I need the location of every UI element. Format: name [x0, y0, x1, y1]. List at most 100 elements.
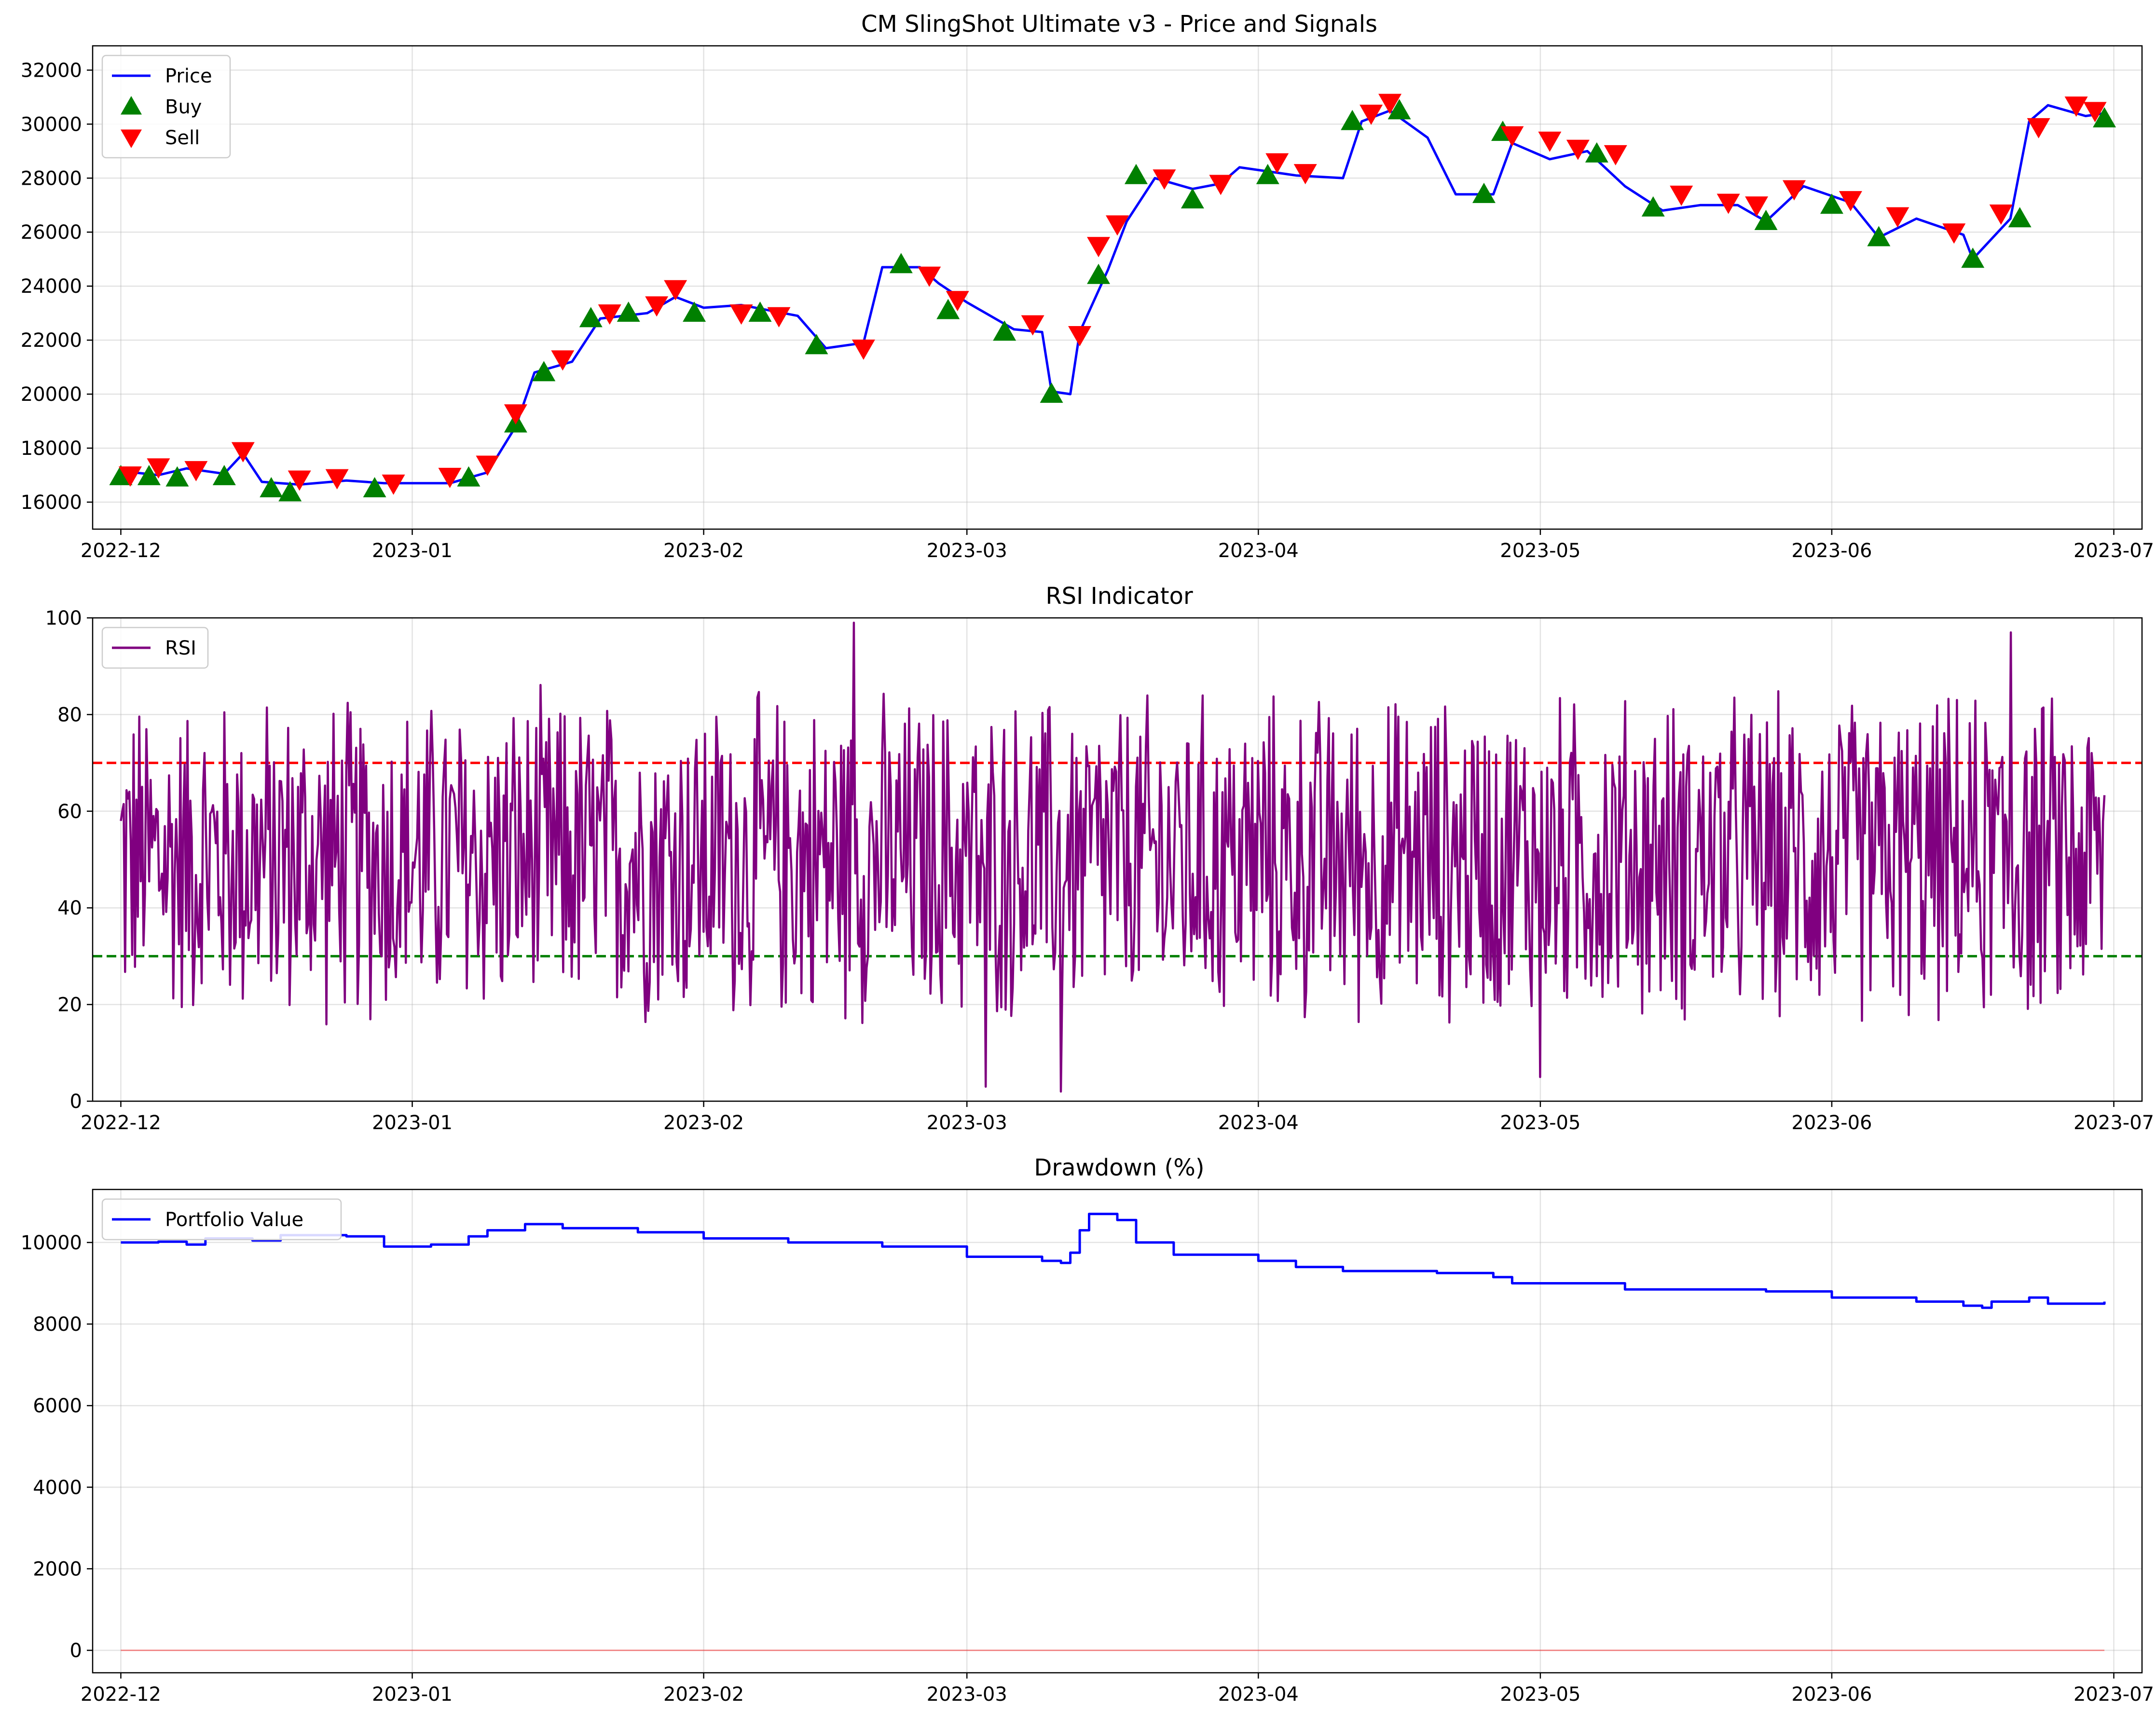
legend-swatch	[121, 96, 142, 115]
price-plot-area: 2022-12 2023-01 2023-02 2023-03 2023-04 2023-…	[21, 45, 2154, 562]
buy-signal-marker	[363, 477, 386, 498]
sell-signal-marker	[476, 455, 499, 476]
rsi-panel: RSI Indicator 2022-12 2023-01 2023-02 2023-…	[45, 583, 2154, 1134]
buy-signal-marker	[1754, 209, 1778, 230]
x-tick-label: 2023-05	[1500, 1112, 1580, 1134]
sell-signal-marker	[147, 458, 170, 479]
sell-signal-marker	[1500, 126, 1524, 147]
y-tick-label: 40	[57, 897, 82, 919]
drawdown-chart-title: Drawdown (%)	[1034, 1154, 1204, 1181]
buy-signal-marker	[260, 477, 283, 498]
x-tick-label: 2023-04	[1218, 540, 1299, 562]
y-axis: 16000 18000 20000 22000 24000 26000 28000 30000…	[21, 59, 93, 514]
buy-signal-marker	[1585, 142, 1608, 163]
x-tick-label: 2023-05	[1500, 540, 1580, 562]
x-tick-label: 2023-06	[1791, 1112, 1872, 1134]
y-tick-label: 2000	[33, 1558, 82, 1580]
sell-signal-marker	[288, 470, 311, 491]
sell-signal-marker	[1087, 237, 1111, 258]
x-tick-label: 2023-02	[663, 540, 744, 562]
rsi-chart-title: RSI Indicator	[1045, 583, 1193, 610]
grid-lines	[93, 46, 2142, 529]
series-layer	[109, 94, 2116, 502]
buy-signal-marker	[1040, 382, 1063, 403]
rsi-line	[120, 621, 2106, 1093]
sell-signal-marker	[1942, 223, 1966, 244]
sell-signal-marker	[2064, 96, 2088, 117]
sell-signal-marker	[1106, 215, 1129, 236]
y-tick-label: 8000	[33, 1313, 82, 1336]
sell-signal-marker	[1670, 185, 1693, 206]
sell-signal-marker	[1209, 175, 1233, 195]
sell-signal-marker	[1153, 169, 1176, 190]
sell-signal-marker	[598, 304, 621, 325]
legend-label: Price	[165, 65, 212, 87]
buy-signal-marker	[1472, 182, 1496, 203]
y-axis: 0 2000 4000 6000 8000 10000	[21, 1232, 93, 1662]
x-tick-label: 2022-12	[81, 1112, 161, 1134]
sell-signal-marker	[382, 474, 405, 495]
y-tick-label: 32000	[21, 59, 82, 82]
buy-signal-marker	[936, 299, 960, 319]
buy-signal-marker	[2093, 107, 2116, 128]
legend-label: Sell	[165, 127, 200, 149]
x-tick-label: 2023-03	[927, 1683, 1007, 1706]
buy-signal-marker	[137, 464, 161, 485]
y-tick-label: 0	[70, 1639, 82, 1662]
buy-signal-marker	[165, 466, 189, 487]
buy-signal-marker	[1256, 164, 1279, 184]
drawdown-plot-area: 2022-12 2023-01 2023-02 2023-03 2023-04 2023-…	[21, 1188, 2154, 1706]
x-tick-label: 2023-02	[663, 1112, 744, 1134]
rsi-plot-area: 2022-12 2023-01 2023-02 2023-03 2023-04 2023-…	[45, 607, 2154, 1134]
x-axis: 2022-12 2023-01 2023-02 2023-03 2023-04 2023-…	[81, 1101, 2154, 1134]
sell-signal-marker	[438, 467, 462, 488]
sell-signal-marker	[1378, 94, 1402, 114]
buy-signal-marker	[1820, 193, 1843, 214]
buy-signal-marker	[889, 253, 913, 273]
x-tick-label: 2023-03	[927, 1112, 1007, 1134]
x-tick-label: 2023-04	[1218, 1112, 1299, 1134]
y-tick-label: 6000	[33, 1395, 82, 1417]
x-tick-label: 2023-07	[2074, 540, 2154, 562]
sell-signal-marker	[1021, 315, 1044, 336]
buy-signal-marker	[1961, 247, 1985, 268]
y-tick-label: 0	[70, 1091, 82, 1113]
legend: Price Buy Sell	[101, 55, 231, 159]
x-tick-label: 2023-07	[2074, 1112, 2154, 1134]
axes-frame	[92, 617, 2143, 1102]
sell-signal-marker	[1989, 205, 2013, 225]
sell-signal-marker	[231, 442, 255, 463]
sell-signal-marker	[2083, 102, 2107, 123]
x-tick-label: 2023-07	[2074, 1683, 2154, 1706]
x-tick-label: 2023-01	[372, 1683, 453, 1706]
sell-signal-marker	[1566, 139, 1590, 160]
y-tick-label: 100	[45, 607, 82, 629]
sell-signal-marker	[664, 280, 687, 300]
sell-signal-marker	[1538, 131, 1562, 152]
x-tick-label: 2023-06	[1791, 1683, 1872, 1706]
sell-signal-marker	[767, 307, 791, 328]
x-axis: 2022-12 2023-01 2023-02 2023-03 2023-04 2023-…	[81, 529, 2154, 562]
sell-signal-marker	[504, 404, 527, 425]
buy-signal-marker	[1087, 263, 1111, 284]
sell-signal-marker	[1360, 104, 1383, 125]
sell-signal-marker	[1293, 164, 1317, 185]
buy-signal-marker	[1341, 109, 1364, 130]
x-tick-label: 2022-12	[81, 540, 161, 562]
sell-signal-marker	[946, 291, 969, 312]
buy-signal-marker	[748, 301, 772, 322]
x-tick-label: 2023-03	[927, 540, 1007, 562]
sell-signal-marker	[645, 296, 669, 317]
y-axis: 0 20 40 60 80 100	[45, 607, 93, 1113]
buy-signal-marker	[1641, 196, 1665, 217]
x-tick-label: 2023-01	[372, 540, 453, 562]
sell-signal-marker	[1717, 193, 1740, 214]
buy-signal-marker	[617, 301, 640, 322]
x-tick-label: 2023-06	[1791, 540, 1872, 562]
sell-markers	[118, 94, 2107, 495]
buy-signal-marker	[532, 361, 556, 382]
buy-signal-marker	[2008, 207, 2032, 228]
sell-signal-marker	[918, 266, 941, 287]
y-tick-label: 16000	[21, 492, 82, 514]
